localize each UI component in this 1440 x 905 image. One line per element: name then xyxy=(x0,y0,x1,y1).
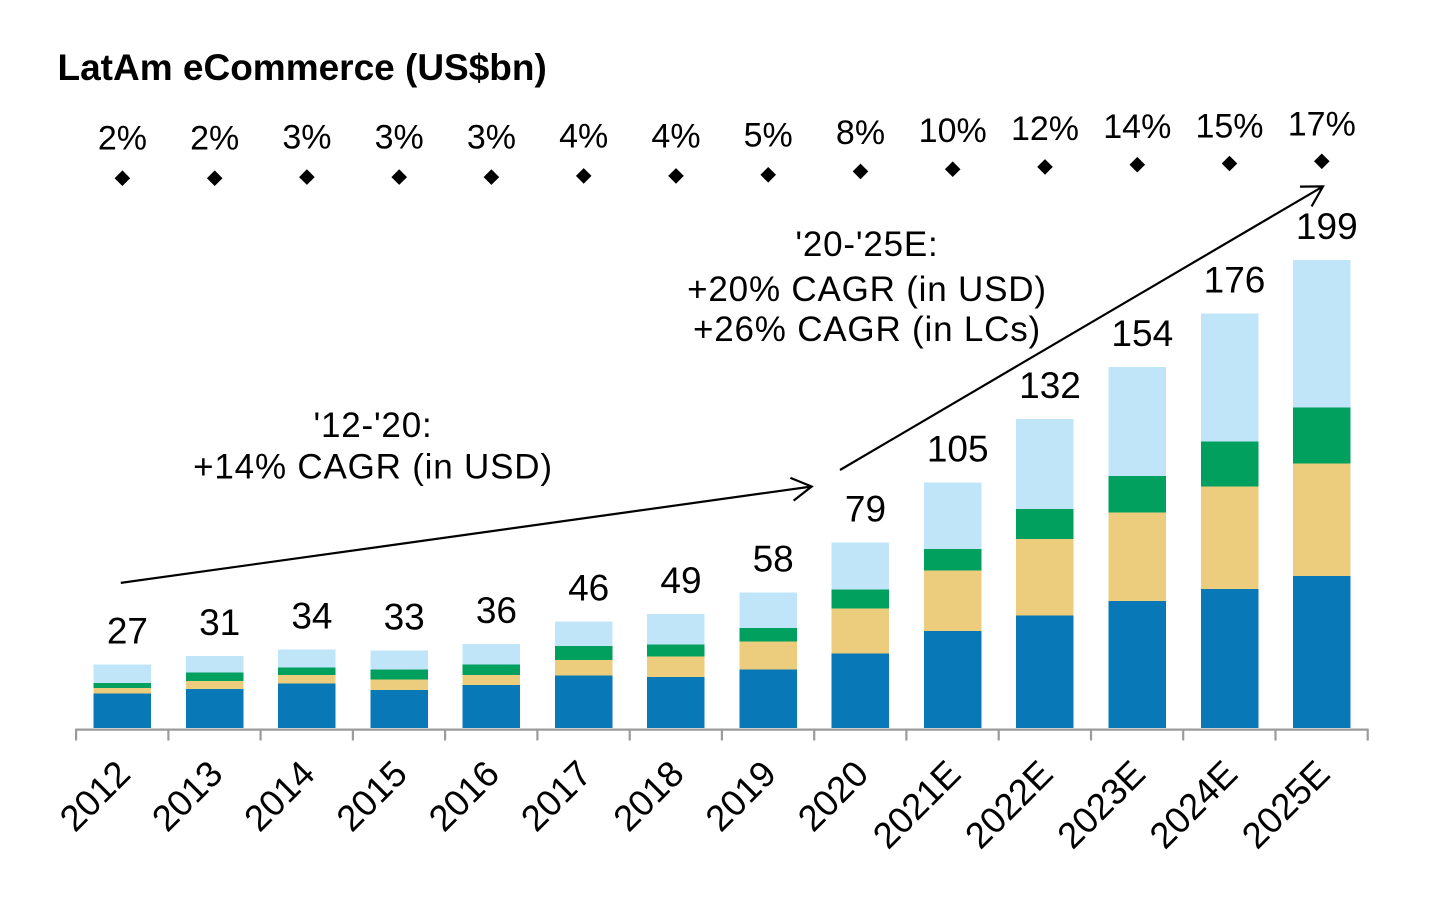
svg-text:4%: 4% xyxy=(559,118,608,156)
svg-text:3%: 3% xyxy=(467,119,516,157)
svg-text:3%: 3% xyxy=(375,119,424,157)
svg-text:5%: 5% xyxy=(744,117,793,155)
svg-text:176: 176 xyxy=(1204,260,1266,301)
svg-text:14%: 14% xyxy=(1103,108,1171,146)
svg-text:154: 154 xyxy=(1111,313,1173,354)
svg-text:8%: 8% xyxy=(836,114,885,152)
svg-text:+14% CAGR (in USD): +14% CAGR (in USD) xyxy=(193,448,553,487)
svg-text:27: 27 xyxy=(107,611,148,652)
svg-text:+20% CAGR (in USD): +20% CAGR (in USD) xyxy=(687,270,1047,309)
svg-text:17%: 17% xyxy=(1288,105,1356,143)
svg-text:+26% CAGR (in LCs): +26% CAGR (in LCs) xyxy=(693,310,1041,349)
svg-text:199: 199 xyxy=(1296,206,1358,247)
svg-text:'12-'20:: '12-'20: xyxy=(313,406,432,445)
svg-text:10%: 10% xyxy=(919,112,987,150)
svg-text:15%: 15% xyxy=(1195,107,1263,145)
svg-text:49: 49 xyxy=(660,560,701,601)
svg-text:58: 58 xyxy=(753,539,794,580)
svg-text:31: 31 xyxy=(199,602,240,643)
svg-text:12%: 12% xyxy=(1011,110,1079,148)
svg-text:'20-'25E:: '20-'25E: xyxy=(795,225,938,264)
svg-text:2%: 2% xyxy=(190,119,239,157)
svg-text:LatAm eCommerce (US$bn): LatAm eCommerce (US$bn) xyxy=(58,47,547,88)
svg-text:2%: 2% xyxy=(98,119,147,157)
svg-text:33: 33 xyxy=(384,597,425,638)
svg-text:105: 105 xyxy=(927,428,989,469)
svg-text:132: 132 xyxy=(1019,365,1081,406)
svg-text:34: 34 xyxy=(291,596,332,637)
svg-text:46: 46 xyxy=(568,567,609,608)
svg-text:3%: 3% xyxy=(282,119,331,157)
svg-text:4%: 4% xyxy=(651,118,700,156)
svg-text:36: 36 xyxy=(476,590,517,631)
svg-text:79: 79 xyxy=(845,488,886,529)
